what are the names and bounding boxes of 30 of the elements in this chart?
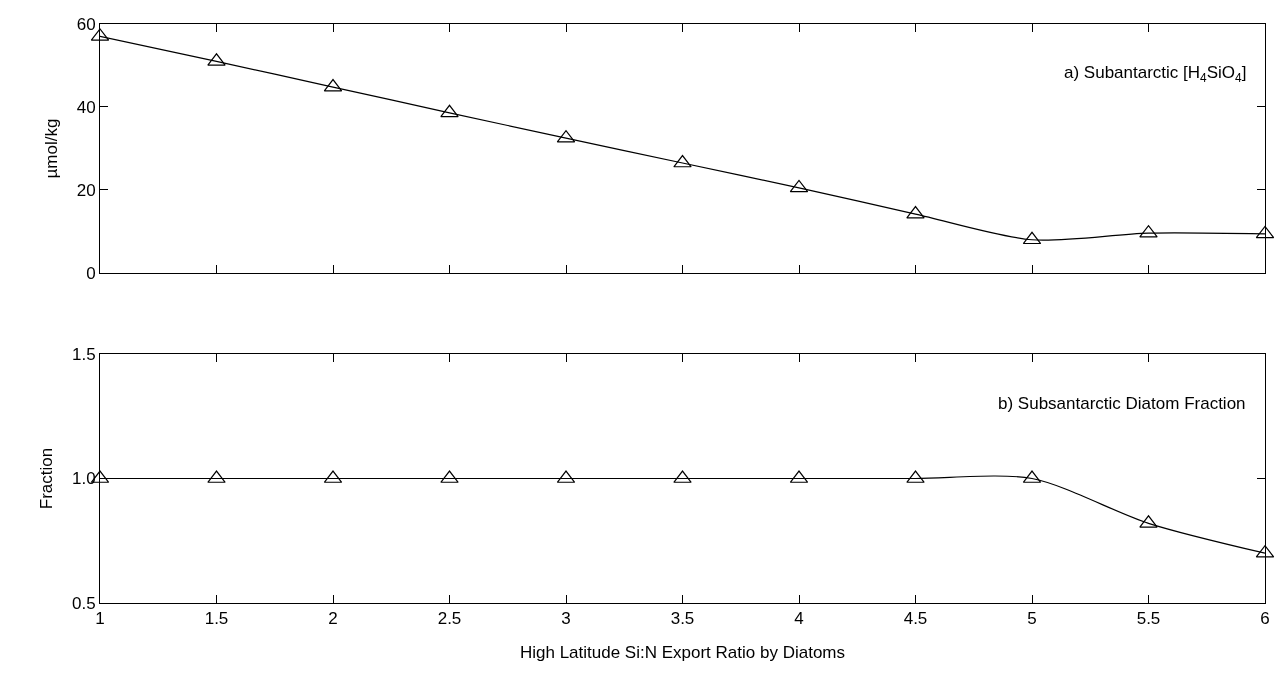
y-tick-label: 1.0 — [71, 469, 96, 489]
point — [673, 154, 692, 168]
x-tick-label: 6 — [1260, 609, 1270, 629]
point — [906, 205, 925, 219]
x-tick-label: 3.5 — [670, 609, 695, 629]
y-axis-title: Fraction — [37, 447, 57, 510]
point — [323, 78, 343, 92]
y-tick-label: 40 — [76, 97, 96, 117]
annotation: b) Subsantarctic Diatom Fraction — [998, 394, 1246, 413]
y-tick-label: 1.5 — [71, 344, 96, 364]
x-tick-label: 5.5 — [1136, 609, 1161, 629]
x-tick-label: 4.5 — [903, 609, 928, 629]
y-tick-label: 0.5 — [71, 593, 96, 613]
x-tick-label: 3 — [561, 609, 571, 629]
x-tick-label: 2 — [328, 609, 338, 629]
x-tick-label: 2.5 — [437, 609, 462, 629]
y-tick-label: 0 — [86, 263, 96, 283]
x-tick-label: 5 — [1027, 609, 1037, 629]
x-tick-label: 1.5 — [204, 609, 229, 629]
point — [789, 179, 809, 193]
x-tick-label: 4 — [794, 609, 804, 629]
y-axis-title: µmol/kg — [42, 118, 62, 179]
x-tick-label: 1 — [95, 609, 105, 629]
x-axis-title: High Latitude Si:N Export Ratio by Diatoms — [519, 642, 846, 662]
point — [1255, 225, 1275, 239]
y-tick-label: 60 — [76, 14, 96, 34]
point — [1022, 231, 1042, 245]
point — [440, 104, 459, 118]
annotation: a) Subantarctic [H$_{4}$SiO$_{4}$] — [1064, 63, 1247, 85]
y-tick-label: 20 — [76, 180, 96, 200]
